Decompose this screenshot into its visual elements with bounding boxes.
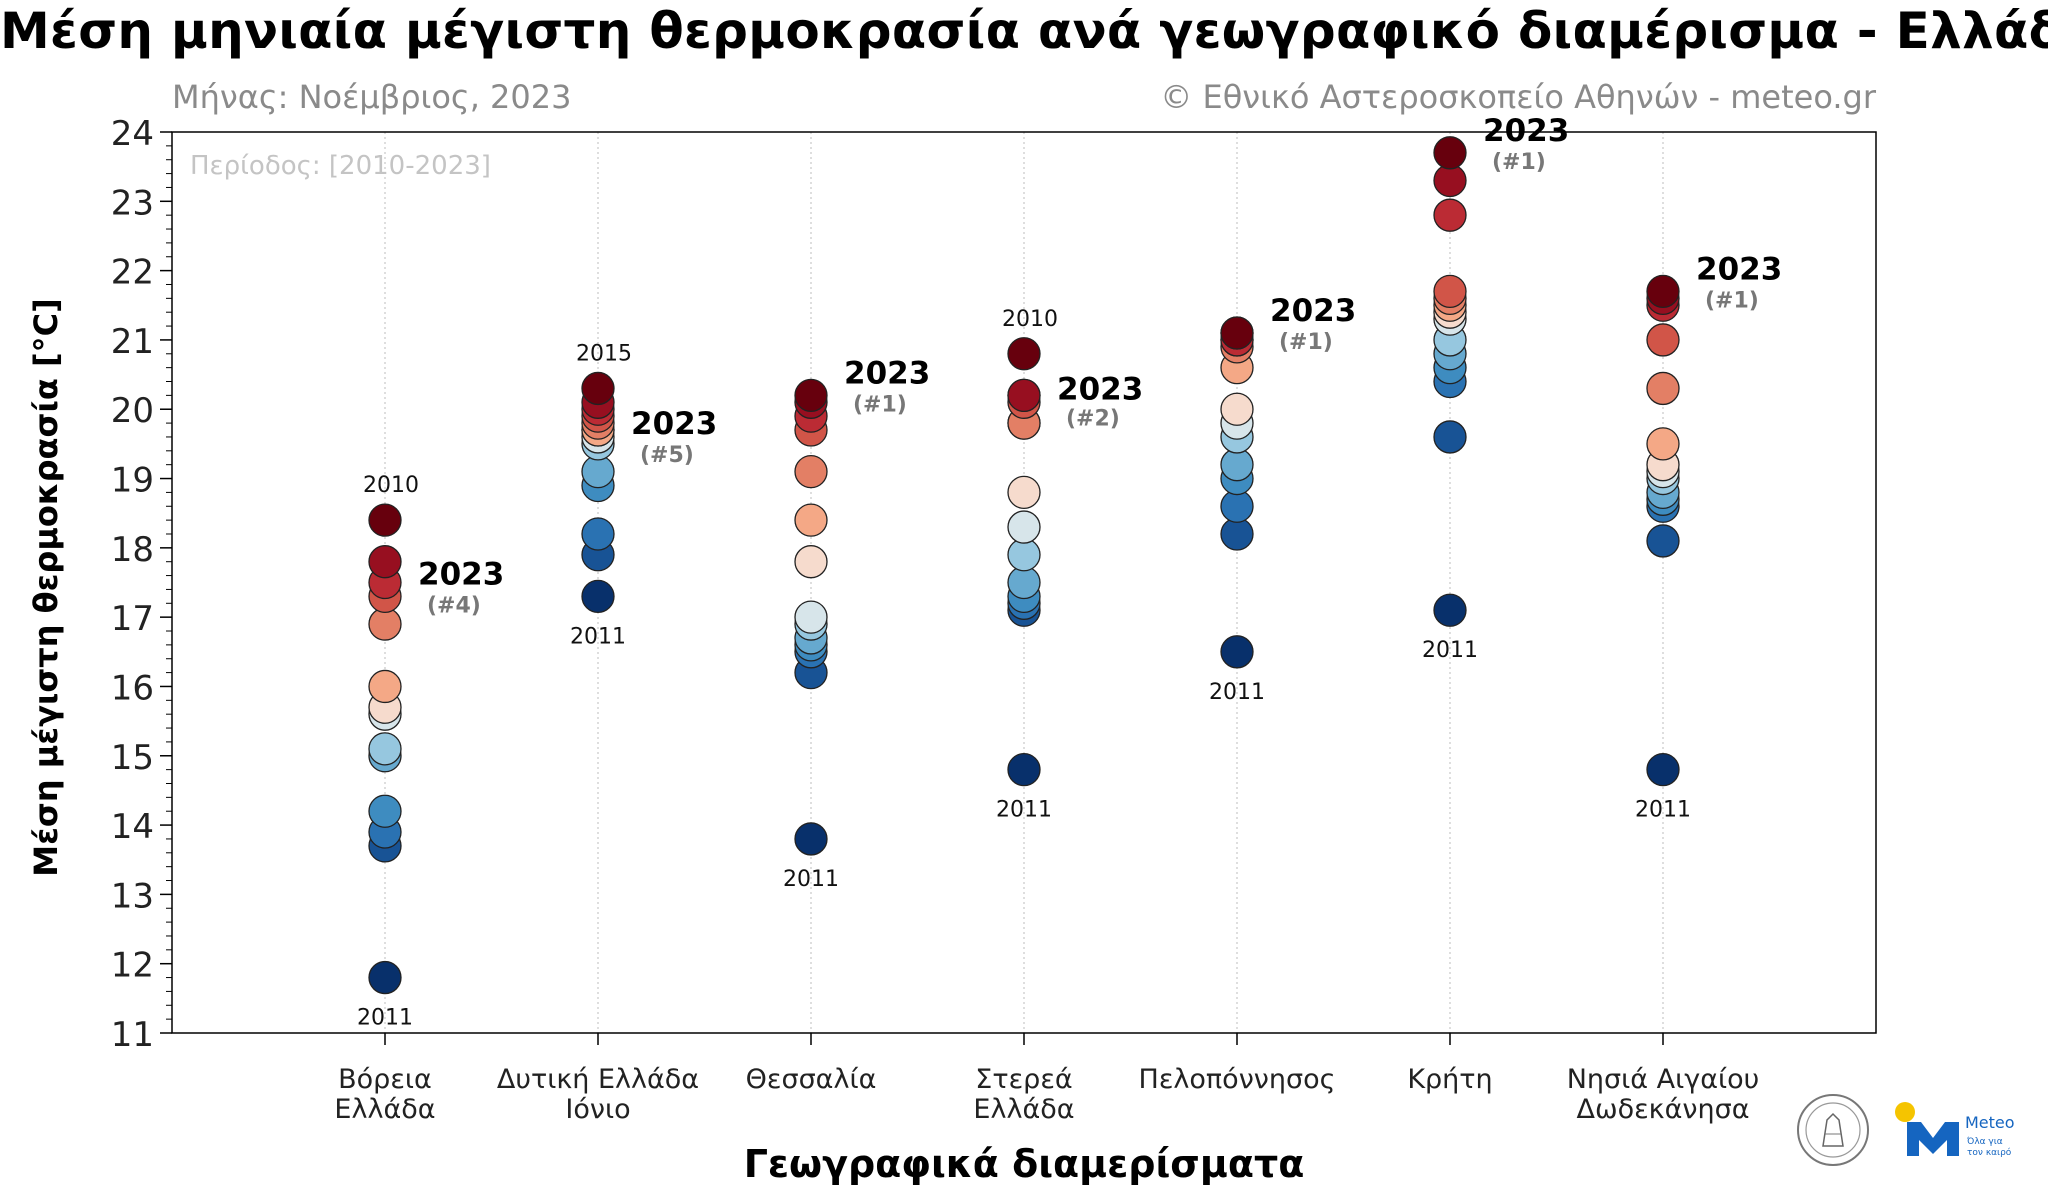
data-point [794,454,828,489]
data-point [1220,316,1254,350]
min-year-label: 2011 [357,1006,413,1031]
data-point [794,503,828,537]
data-point [1433,593,1467,627]
x-tick-label: Ιόνιο [565,1094,630,1125]
data-point [1646,524,1680,558]
meteo-logo-icon: Meteo Όλα για τον καιρό [1895,1102,2015,1158]
y-tick-label: 23 [111,183,154,223]
period-label: Περίοδος: [2010-2023] [190,151,491,181]
x-tick-label: Βόρεια [338,1064,432,1095]
chart-title: Μέση μηνιαία μέγιστη θερμοκρασία ανά γεω… [0,2,2048,60]
data-point [581,517,615,551]
meteo-name: Meteo [1965,1113,2015,1132]
data-point [1220,392,1254,426]
y-tick-label: 21 [111,322,154,362]
y-tick-label: 20 [111,391,154,431]
x-tick-label: Στερεά [975,1064,1072,1095]
rank-2023-label: (#5) [640,443,694,468]
data-point [1007,378,1041,413]
y-tick-label: 15 [111,738,154,778]
x-tick-label: Κρήτη [1407,1064,1492,1095]
data-point [1646,274,1680,309]
y-tick-label: 24 [111,114,154,154]
label-2023: 2023 [1270,293,1356,329]
data-point [1433,136,1467,170]
y-axis-label: Μέση μέγιστη θερμοκρασία [°C] [27,298,65,877]
data-point [794,600,828,634]
min-year-label: 2011 [1635,798,1691,823]
meteo-tagline-2: τον καιρό [1967,1147,2012,1158]
data-point [794,822,828,856]
y-tick-label: 16 [111,668,154,708]
rank-2023-label: (#1) [1279,330,1333,355]
rank-2023-label: (#1) [1705,288,1759,313]
data-point [794,545,828,579]
data-point [1646,427,1680,461]
data-point [368,960,402,995]
min-year-label: 2011 [570,624,626,649]
min-year-label: 2011 [1422,638,1478,663]
min-year-label: 2011 [996,798,1052,823]
annotations: 201020112023(#4)201520112023(#5)20112023… [357,113,1782,1031]
observatory-seal-icon [1797,1094,1869,1166]
data-point [1646,752,1680,787]
data-point [368,669,402,704]
x-tick-label: Ελλάδα [334,1094,435,1125]
label-2023: 2023 [1696,251,1782,287]
label-2023: 2023 [631,406,717,442]
data-point [368,794,402,828]
rank-2023-label: (#2) [1066,406,1120,431]
data-points [368,136,1680,995]
data-point [368,545,402,579]
data-point [1007,510,1041,544]
data-point [1433,198,1467,232]
y-tick-label: 14 [111,807,154,847]
data-point [1007,475,1041,510]
y-tick-label: 12 [111,946,154,986]
data-point [581,371,615,406]
data-point [368,732,402,766]
rank-2023-label: (#4) [427,593,481,618]
min-year-label: 2011 [1209,680,1265,705]
label-2023: 2023 [844,355,930,391]
x-tick-label: Δυτική Ελλάδα [497,1064,699,1095]
data-point [1646,371,1680,406]
data-point [581,579,615,614]
max-year-label: 2010 [363,473,419,498]
label-2023: 2023 [1483,113,1569,149]
y-tick-label: 19 [111,461,154,501]
rank-2023-label: (#1) [853,392,907,417]
data-point [1007,337,1041,371]
x-tick-label: Νησιά Αιγαίου [1567,1064,1760,1095]
x-tick-label: Ελλάδα [973,1094,1074,1125]
month-label: Μήνας: Νοέμβριος, 2023 [172,78,572,116]
logos: Meteo Όλα για τον καιρό [1797,1094,2015,1166]
rank-2023-label: (#1) [1492,150,1546,175]
axes: 1112131415161718192021222324ΒόρειαΕλλάδα… [111,114,1760,1125]
data-point [794,378,828,413]
y-tick-label: 18 [111,530,154,570]
data-point [1007,752,1041,787]
copyright-label: © Εθνικό Αστεροσκοπείο Αθηνών - meteo.gr [1160,78,1876,116]
min-year-label: 2011 [783,867,839,892]
data-point [1433,274,1467,309]
y-tick-label: 22 [111,253,154,293]
y-tick-label: 11 [111,1015,154,1055]
data-point [1433,420,1467,454]
data-point [1220,635,1254,669]
data-point [368,503,402,537]
x-tick-label: Δωδεκάνησα [1576,1094,1749,1125]
max-year-label: 2015 [576,341,632,366]
x-tick-label: Θεσσαλία [746,1064,877,1095]
x-axis-label: Γεωγραφικά διαμερίσματα [744,1142,1305,1186]
max-year-label: 2010 [1002,307,1058,332]
y-tick-label: 13 [111,876,154,916]
label-2023: 2023 [1057,371,1143,407]
data-point [1646,323,1680,357]
meteo-tagline-1: Όλα για [1966,1136,2003,1147]
label-2023: 2023 [418,556,504,592]
x-tick-label: Πελοπόννησος [1139,1064,1336,1095]
y-tick-label: 17 [111,599,154,639]
